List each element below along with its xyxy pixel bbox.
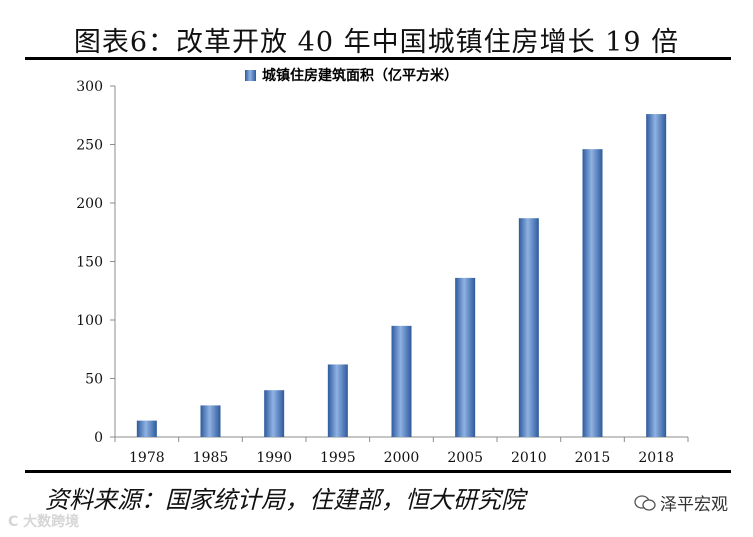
bar-2015 [582,149,603,437]
bar-2005 [455,277,476,437]
x-tick-label: 2000 [384,450,420,466]
y-tick-label: 300 [76,79,103,95]
x-tick-label: 1978 [129,450,165,466]
bar-1985 [200,405,221,437]
chart-title: 图表6：改革开放 40 年中国城镇住房增长 19 倍 [73,27,680,58]
x-tick-label: 2015 [575,450,611,466]
bar-2018 [646,114,667,437]
wechat-watermark: 泽平宏观 [634,490,728,515]
bar-1995 [327,364,348,437]
source-note: 资料来源：国家统计局，住建部，恒大研究院 [45,486,525,514]
title-divider [25,57,731,60]
legend-label: 城镇住房建筑面积（亿平方米） [262,67,458,84]
x-tick-label: 1990 [256,450,292,466]
x-tick-label: 2005 [447,450,483,466]
bar-1978 [136,420,157,437]
wechat-label: 泽平宏观 [660,495,728,515]
y-tick-label: 200 [76,196,103,212]
y-tick-label: 100 [76,313,103,329]
bar-2000 [391,325,412,437]
bar-2010 [518,218,539,437]
x-tick-label: 2010 [511,450,547,466]
legend-swatch [245,70,256,81]
watermark-left: C 大数跨境 [8,514,80,530]
y-tick-label: 150 [76,255,103,271]
legend: 城镇住房建筑面积（亿平方米） [245,67,458,84]
wechat-icon [634,494,656,511]
x-tick-label: 2018 [638,450,674,466]
source-divider [25,470,731,473]
x-tick-label: 1995 [320,450,356,466]
y-tick-label: 50 [85,372,103,388]
x-tick-label: 1985 [193,450,229,466]
y-tick-label: 0 [94,430,103,446]
y-tick-label: 250 [76,138,103,154]
bar-1990 [264,390,285,437]
